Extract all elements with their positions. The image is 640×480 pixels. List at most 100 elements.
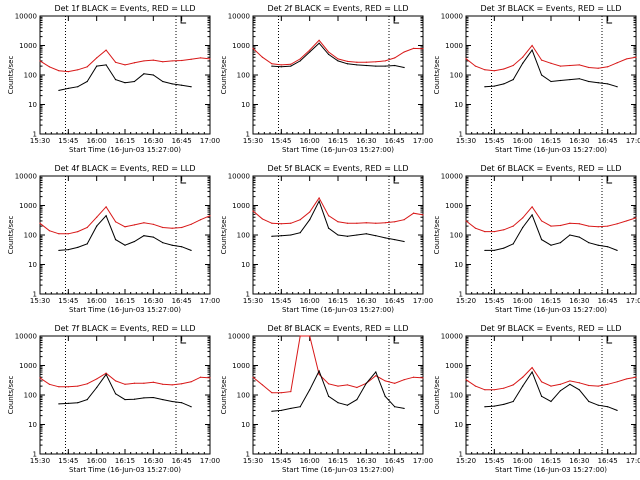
y-tick-label: 10000 (15, 13, 37, 21)
events-point (569, 234, 571, 236)
chart-panel-6: Det 6f BLACK = Events, RED = LLD 1 10 100 10… (433, 164, 640, 314)
events-point (290, 234, 292, 236)
chart-panel-4: Det 4f BLACK = Events, RED = LLD 1 10 100 10… (7, 164, 220, 314)
events-point (394, 238, 396, 241)
lld-point (209, 58, 211, 60)
x-axis-label: Start Time (16-Jun-03 15:27:00) (282, 306, 394, 314)
plot-frame (465, 335, 637, 455)
events-point (578, 389, 580, 391)
lld-point (559, 383, 562, 385)
events-point (190, 406, 192, 408)
events-point (559, 390, 562, 392)
lld-point (503, 387, 505, 389)
lld-point (465, 220, 467, 222)
y-tick-label: 100 (237, 392, 250, 400)
events-point (503, 247, 505, 249)
chart-title: Det 7f BLACK = Events, RED = LLD (54, 324, 195, 333)
events-point (162, 80, 164, 83)
lld-point (522, 376, 524, 378)
x-tick-label: 16:45 (598, 457, 618, 465)
lld-point (58, 233, 60, 235)
x-tick-label: 15:30 (243, 297, 263, 305)
lld-series-line (252, 197, 424, 225)
lld-point (384, 60, 386, 62)
events-point (597, 82, 599, 84)
events-point (531, 214, 533, 216)
y-tick-label: 100 (237, 232, 250, 240)
events-point (522, 226, 524, 229)
lld-point (465, 57, 467, 60)
x-axis-label: Start Time (16-Jun-03 15:27:00) (495, 146, 607, 154)
lld-point (588, 384, 590, 387)
flag-bracket (606, 16, 613, 24)
lld-point (522, 56, 524, 58)
lld-point (493, 70, 495, 72)
lld-point (280, 64, 282, 66)
lld-point (531, 366, 533, 369)
events-point (384, 395, 386, 397)
events-point (484, 406, 486, 408)
x-tick-label: 15:20 (456, 457, 476, 465)
x-tick-label: 15:30 (456, 137, 476, 145)
events-point (578, 78, 580, 80)
lld-point (503, 229, 505, 231)
events-point (96, 65, 98, 67)
y-axis-label: Counts/sec (220, 376, 228, 415)
lld-point (181, 383, 183, 385)
lld-point (209, 377, 211, 379)
x-tick-label: 16:15 (115, 297, 135, 305)
lld-point (512, 64, 514, 67)
lld-point (199, 376, 202, 378)
lld-point (375, 222, 377, 224)
events-point (337, 60, 339, 62)
y-tick-label: 100 (450, 232, 463, 240)
lld-point (290, 63, 292, 65)
lld-point (484, 389, 486, 391)
x-tick-label: 16:30 (143, 297, 163, 305)
events-point (588, 400, 590, 403)
lld-point (607, 66, 609, 68)
lld-point (48, 230, 51, 232)
y-axis-label: Counts/sec (433, 56, 441, 95)
chart-title: Det 2f BLACK = Events, RED = LLD (267, 4, 408, 13)
x-tick-label: 17:00 (413, 137, 433, 145)
chart-title: Det 6f BLACK = Events, RED = LLD (480, 164, 621, 173)
y-axis-label: Counts/sec (433, 216, 441, 255)
events-point (522, 62, 524, 64)
y-tick-label: 10 (454, 421, 463, 429)
lld-point (337, 58, 339, 60)
lld-point (143, 222, 145, 224)
x-tick-label: 15:30 (243, 137, 263, 145)
lld-point (96, 378, 98, 380)
y-tick-label: 1 (246, 131, 250, 139)
lld-point (199, 219, 202, 221)
lld-series-line (39, 205, 211, 235)
events-point (540, 238, 543, 241)
lld-point (625, 58, 628, 60)
lld-point (597, 385, 599, 387)
lld-point (384, 222, 386, 224)
events-point (384, 237, 386, 239)
lld-point (412, 47, 415, 49)
x-tick-label: 15:45 (484, 297, 504, 305)
x-tick-label: 16:00 (87, 137, 107, 145)
x-tick-label: 15:45 (484, 137, 504, 145)
y-axis-label: Counts/sec (433, 376, 441, 415)
lld-point (616, 223, 618, 225)
chart-title: Det 3f BLACK = Events, RED = LLD (480, 4, 621, 13)
x-axis-label: Start Time (16-Jun-03 15:27:00) (282, 146, 394, 154)
lld-point (261, 218, 264, 220)
lld-point (474, 227, 477, 229)
x-tick-label: 17:00 (200, 457, 220, 465)
lld-point (616, 62, 618, 64)
events-point (143, 235, 145, 237)
x-tick-label: 16:30 (143, 137, 163, 145)
lld-point (578, 382, 580, 384)
chart-title: Det 8f BLACK = Events, RED = LLD (267, 324, 408, 333)
lld-point (105, 49, 107, 51)
events-point (162, 242, 164, 244)
events-point (550, 244, 552, 246)
x-axis-label: Start Time (16-Jun-03 15:27:00) (495, 466, 607, 474)
lld-point (403, 219, 405, 221)
events-point (588, 242, 590, 244)
